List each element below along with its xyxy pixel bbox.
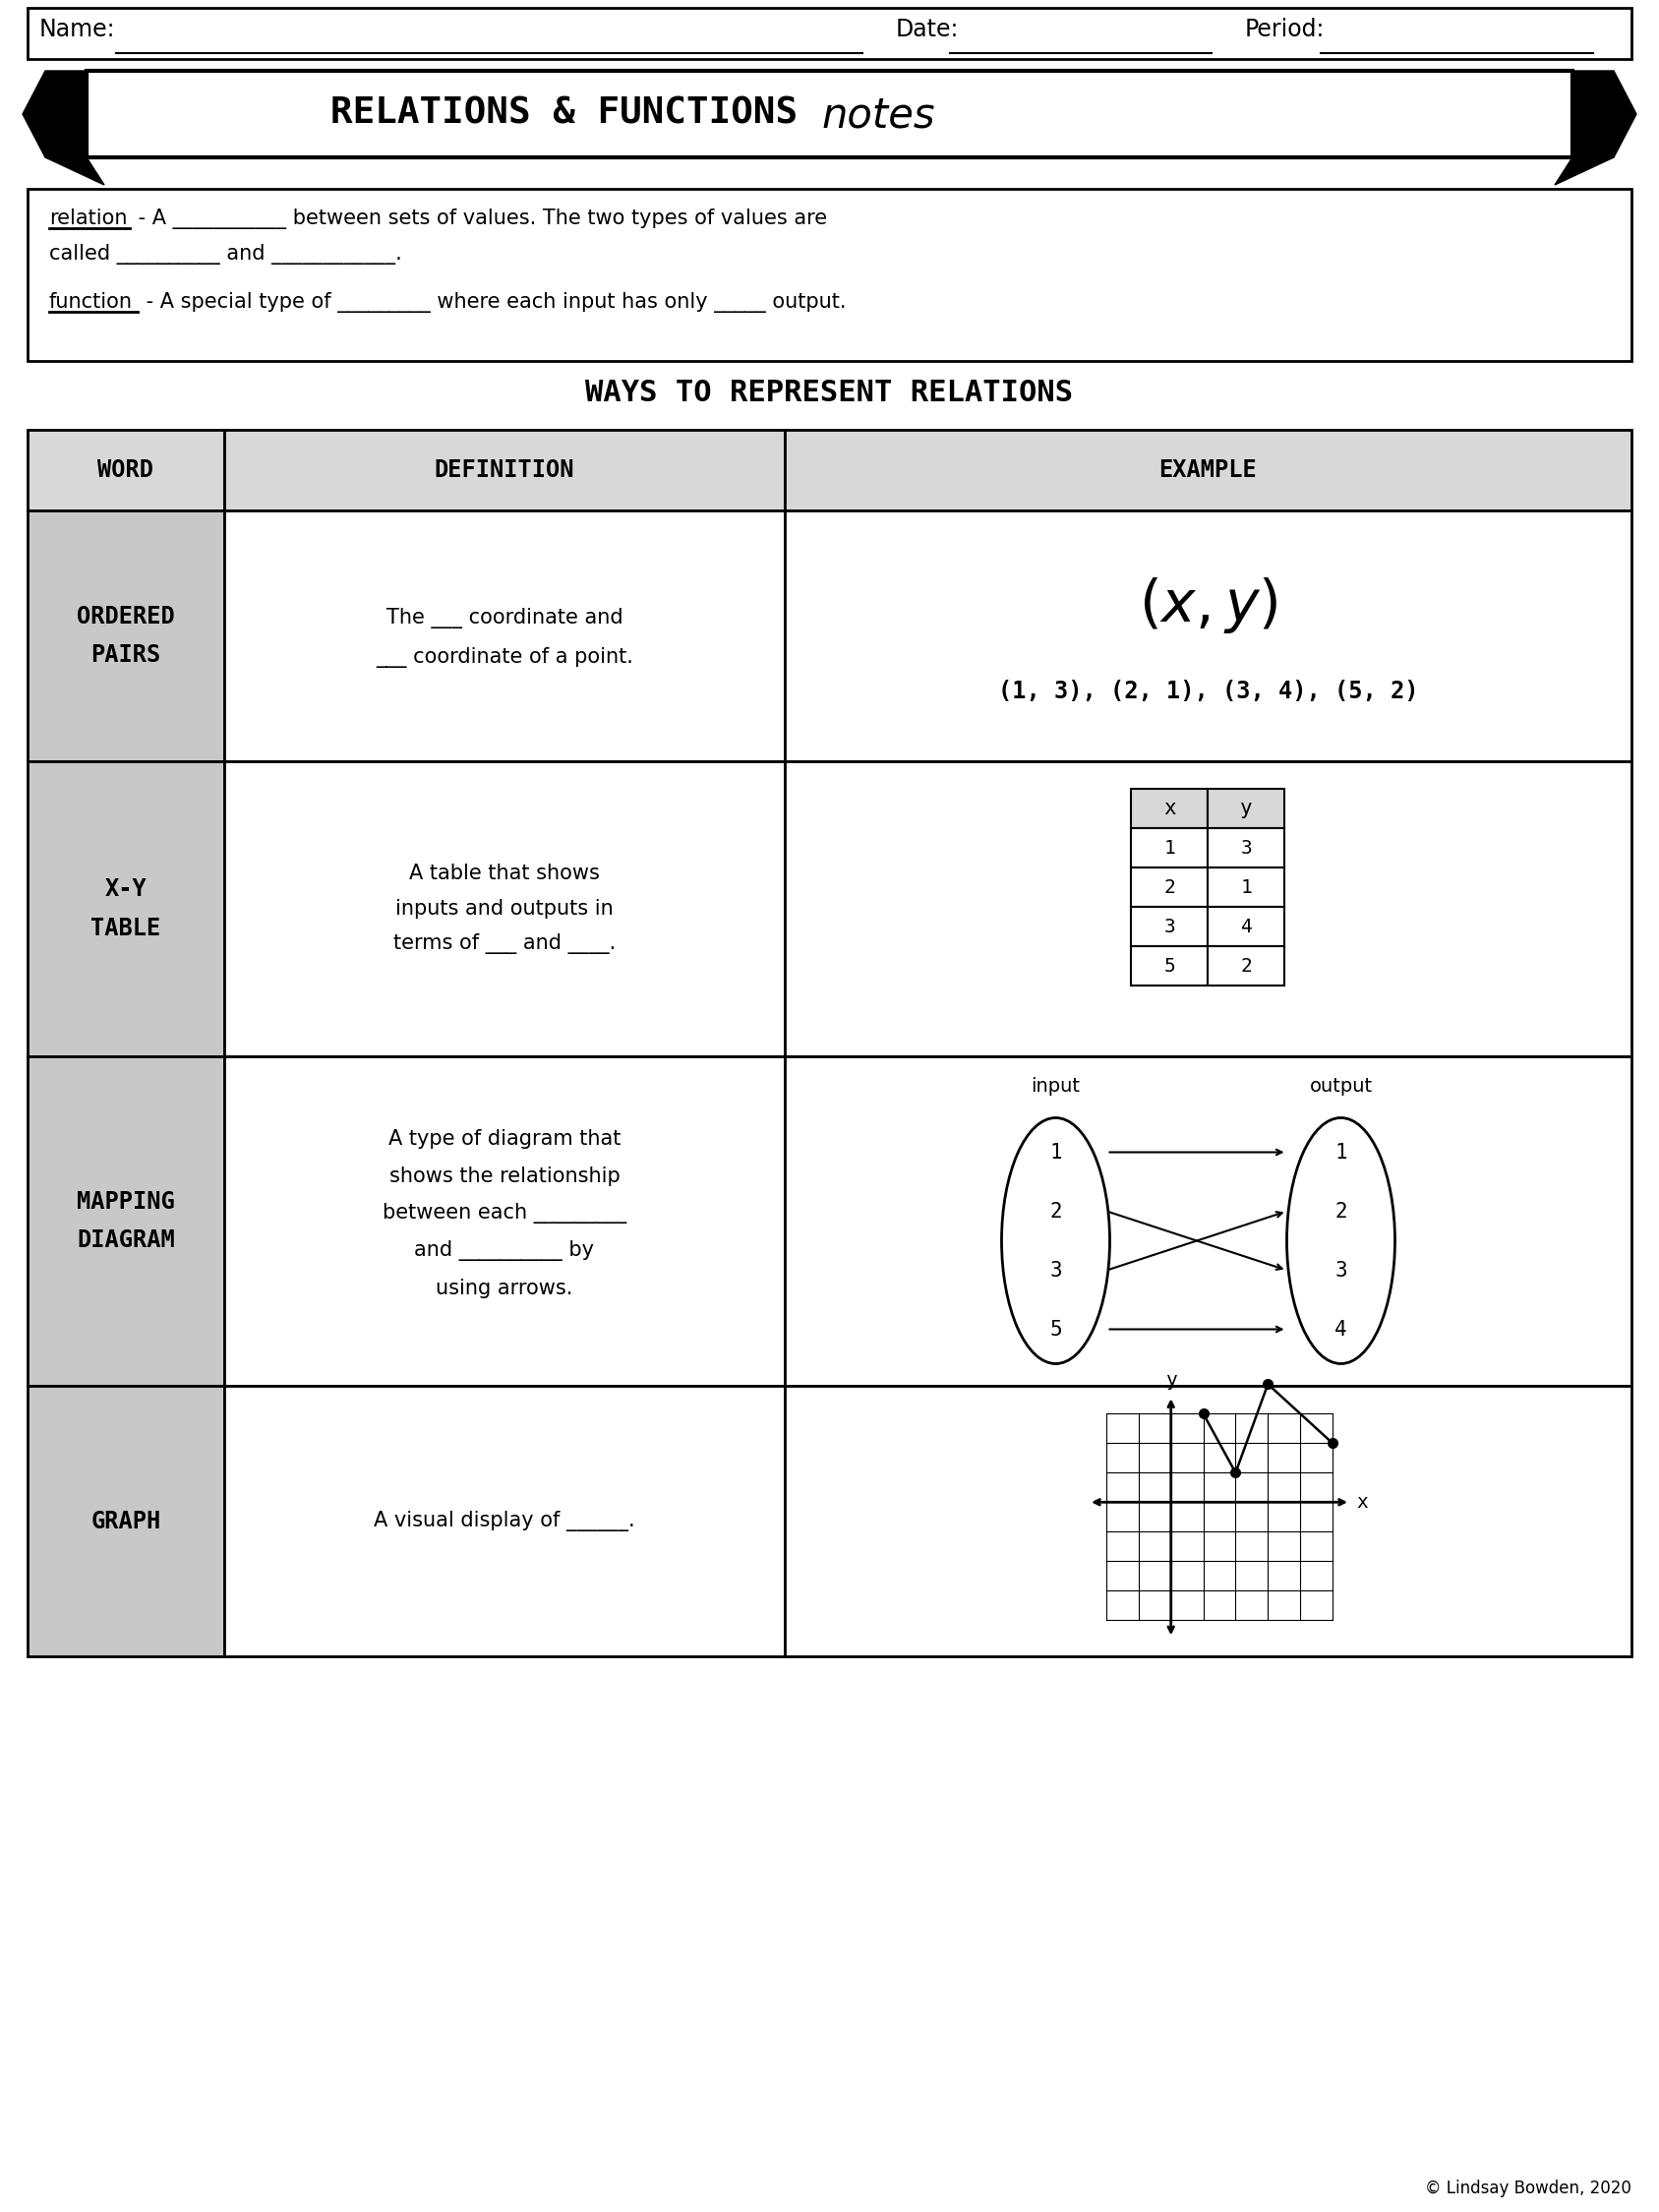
Text: 1: 1 — [1241, 878, 1253, 896]
Text: 5: 5 — [1165, 956, 1176, 975]
Text: Date:: Date: — [896, 18, 959, 42]
Ellipse shape — [1287, 1117, 1395, 1363]
Bar — [224, 511, 785, 761]
Text: y: y — [1165, 1371, 1176, 1389]
Text: 4: 4 — [1334, 1318, 1347, 1338]
Text: inputs and outputs in: inputs and outputs in — [395, 898, 614, 918]
Bar — [28, 1387, 224, 1657]
Text: 1: 1 — [1334, 1141, 1347, 1161]
Bar — [28, 761, 224, 1057]
Text: 1: 1 — [1165, 838, 1176, 858]
Bar — [28, 429, 224, 511]
Bar — [1131, 790, 1208, 827]
Text: Period:: Period: — [1244, 18, 1324, 42]
Text: $(x, y)$: $(x, y)$ — [1138, 575, 1277, 635]
Bar — [1208, 790, 1284, 827]
Text: 3: 3 — [1334, 1261, 1347, 1281]
Bar — [28, 1057, 224, 1387]
Text: 4: 4 — [1241, 918, 1253, 936]
Bar — [785, 761, 1631, 1057]
Text: The ___ coordinate and: The ___ coordinate and — [387, 608, 622, 628]
Polygon shape — [45, 157, 105, 186]
Bar — [224, 1387, 785, 1657]
Bar — [1208, 867, 1284, 907]
Ellipse shape — [1002, 1117, 1110, 1363]
Text: shows the relationship: shows the relationship — [390, 1166, 620, 1186]
Bar — [224, 1057, 785, 1387]
Text: 1: 1 — [1050, 1141, 1062, 1161]
Bar — [785, 1387, 1631, 1657]
Text: ORDERED
PAIRS: ORDERED PAIRS — [76, 604, 174, 668]
Text: x: x — [1355, 1493, 1367, 1511]
Text: RELATIONS & FUNCTIONS: RELATIONS & FUNCTIONS — [330, 97, 820, 133]
Text: input: input — [1032, 1077, 1080, 1095]
Polygon shape — [23, 71, 86, 157]
Text: 2: 2 — [1241, 956, 1253, 975]
Text: 2: 2 — [1050, 1201, 1062, 1221]
Text: function: function — [50, 292, 133, 312]
Bar — [28, 511, 224, 761]
Text: x: x — [1163, 799, 1176, 818]
Text: relation: relation — [50, 208, 128, 228]
Bar — [1131, 907, 1208, 947]
Bar — [1131, 947, 1208, 987]
Text: output: output — [1309, 1077, 1372, 1095]
Bar — [785, 429, 1631, 511]
Bar — [1208, 947, 1284, 987]
Text: called __________ and ____________.: called __________ and ____________. — [50, 243, 401, 265]
Bar — [28, 9, 1631, 60]
Bar — [785, 1057, 1631, 1387]
Text: DEFINITION: DEFINITION — [435, 458, 574, 482]
Text: ___ coordinate of a point.: ___ coordinate of a point. — [375, 648, 634, 668]
Text: 5: 5 — [1050, 1318, 1062, 1338]
Bar — [1131, 827, 1208, 867]
Text: between each _________: between each _________ — [383, 1203, 627, 1223]
Text: A type of diagram that: A type of diagram that — [388, 1128, 620, 1148]
Text: (1, 3), (2, 1), (3, 4), (5, 2): (1, 3), (2, 1), (3, 4), (5, 2) — [999, 679, 1418, 703]
Text: 3: 3 — [1050, 1261, 1062, 1281]
Text: 2: 2 — [1165, 878, 1176, 896]
Text: using arrows.: using arrows. — [436, 1279, 572, 1298]
Text: - A ___________ between sets of values. The two types of values are: - A ___________ between sets of values. … — [131, 208, 828, 230]
Text: WORD: WORD — [98, 458, 154, 482]
Bar — [224, 429, 785, 511]
Polygon shape — [1554, 157, 1614, 186]
Text: y: y — [1241, 799, 1253, 818]
Text: 3: 3 — [1165, 918, 1176, 936]
Text: - A special type of _________ where each input has only _____ output.: - A special type of _________ where each… — [139, 292, 846, 312]
Text: A table that shows: A table that shows — [410, 863, 601, 883]
Text: and __________ by: and __________ by — [415, 1241, 594, 1261]
Text: EXAMPLE: EXAMPLE — [1160, 458, 1258, 482]
Text: Name:: Name: — [40, 18, 116, 42]
Text: WAYS TO REPRESENT RELATIONS: WAYS TO REPRESENT RELATIONS — [586, 378, 1073, 407]
Text: X-Y
TABLE: X-Y TABLE — [91, 878, 161, 940]
Text: 2: 2 — [1334, 1201, 1347, 1221]
Bar — [224, 761, 785, 1057]
Text: MAPPING
DIAGRAM: MAPPING DIAGRAM — [76, 1190, 174, 1252]
Text: terms of ___ and ____.: terms of ___ and ____. — [393, 933, 615, 956]
Text: GRAPH: GRAPH — [91, 1509, 161, 1533]
Polygon shape — [1573, 71, 1636, 157]
Bar — [86, 71, 1573, 157]
Text: notes: notes — [821, 95, 936, 137]
Text: © Lindsay Bowden, 2020: © Lindsay Bowden, 2020 — [1425, 2179, 1631, 2197]
Bar — [785, 511, 1631, 761]
Text: A visual display of ______.: A visual display of ______. — [373, 1511, 635, 1531]
Bar — [1131, 867, 1208, 907]
Bar — [1208, 827, 1284, 867]
Bar — [28, 188, 1631, 361]
Text: 3: 3 — [1241, 838, 1253, 858]
Bar — [1208, 907, 1284, 947]
